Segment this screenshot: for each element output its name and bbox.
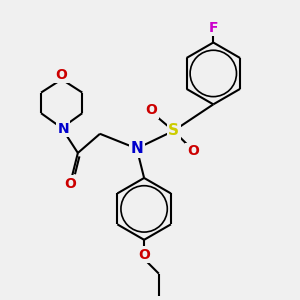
- Text: O: O: [146, 103, 158, 117]
- Text: N: N: [57, 122, 69, 136]
- Text: N: N: [130, 141, 143, 156]
- Text: O: O: [187, 145, 199, 158]
- Text: O: O: [56, 68, 68, 82]
- Text: O: O: [138, 248, 150, 262]
- Text: F: F: [208, 21, 218, 35]
- Text: O: O: [64, 177, 76, 191]
- Text: S: S: [168, 123, 179, 138]
